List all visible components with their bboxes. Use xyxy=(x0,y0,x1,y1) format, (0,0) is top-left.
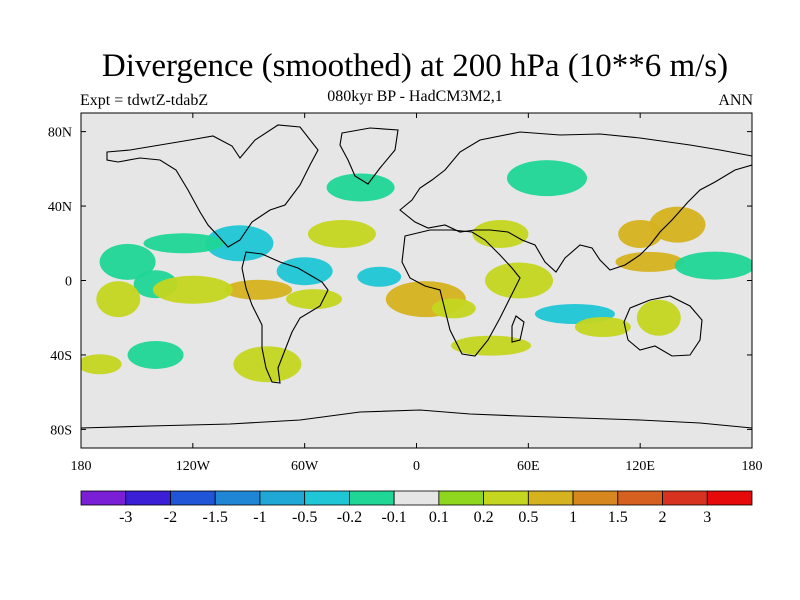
divergence-cell xyxy=(224,279,293,300)
divergence-cell xyxy=(674,251,752,280)
colorbar-label: -0.2 xyxy=(337,509,362,526)
coastline-antarctica xyxy=(81,409,752,429)
divergence-cell xyxy=(451,335,532,356)
coastline-south-america xyxy=(241,251,329,384)
colorbar-label: -0.1 xyxy=(381,509,406,526)
divergence-field xyxy=(81,160,752,383)
colorbar-swatch xyxy=(706,490,753,506)
lon-tick-label: 180 xyxy=(71,459,92,474)
colorbar-label: 3 xyxy=(703,509,711,526)
colorbar-swatch xyxy=(259,490,306,506)
colorbar-swatch xyxy=(125,490,171,506)
map-axes: 180 120W 60W 0 60E 120E 180 80N 40N 0 40S 80S xyxy=(48,113,763,474)
colorbar-label: 2 xyxy=(659,509,667,526)
colorbar-label: -1 xyxy=(253,509,266,526)
divergence-cell xyxy=(357,266,402,287)
colorbar-label: 0.2 xyxy=(474,509,494,526)
coastline-madagascar xyxy=(511,315,525,343)
divergence-cell xyxy=(636,299,681,336)
divergence-cell xyxy=(276,257,333,286)
coastlines xyxy=(81,124,752,429)
divergence-cell xyxy=(649,206,706,243)
colorbar-swatch xyxy=(572,490,619,506)
lat-tick-label: 40N xyxy=(48,200,72,215)
coastline-australia xyxy=(623,295,703,357)
colorbar-swatch xyxy=(304,490,350,506)
colorbar-swatch xyxy=(348,490,395,506)
lon-tick-label: 120W xyxy=(176,459,211,474)
season-label: ANN xyxy=(718,92,753,109)
colorbar-swatch xyxy=(527,490,574,506)
colorbar-label: -3 xyxy=(119,509,132,526)
lon-tick-label: 60W xyxy=(291,459,319,474)
colorbar-swatch xyxy=(438,490,485,506)
divergence-cell xyxy=(96,281,141,318)
colorbar-label: -1.5 xyxy=(203,509,228,526)
lat-tick-label: 40S xyxy=(50,349,72,364)
divergence-cell xyxy=(574,317,631,338)
lat-tick-label: 80S xyxy=(50,423,72,438)
colorbar-label: 0.1 xyxy=(429,509,449,526)
lat-tick-label: 80N xyxy=(48,126,72,141)
lon-tick-label: 120E xyxy=(625,459,655,474)
lat-tick-label: 0 xyxy=(65,275,72,290)
colorbar-swatch xyxy=(662,490,708,506)
divergence-cell xyxy=(326,173,395,202)
coastline-eurasia xyxy=(399,131,752,273)
colorbar-swatch xyxy=(214,490,261,506)
colorbar: -3 -2 -1.5 -1 -0.5 -0.2 -0.1 0.1 0.2 0.5 1 1.5 2 3 xyxy=(80,490,753,526)
divergence-cell xyxy=(285,289,342,310)
lon-tick-label: 60E xyxy=(517,459,540,474)
colorbar-label: 1 xyxy=(569,509,577,526)
colorbar-swatch xyxy=(393,490,440,506)
chart-subtitle: 080kyr BP - HadCM3M2,1 xyxy=(327,88,503,105)
divergence-cell xyxy=(472,219,529,248)
colorbar-swatch xyxy=(80,490,127,506)
divergence-cell xyxy=(233,346,302,383)
experiment-label: Expt = tdwtZ-tdabZ xyxy=(80,92,209,109)
coastline-north-america xyxy=(106,124,319,248)
colorbar-swatch xyxy=(483,490,529,506)
divergence-cell xyxy=(143,233,224,254)
divergence-cell xyxy=(506,160,587,197)
colorbar-label: 1.5 xyxy=(608,509,628,526)
coastline-africa xyxy=(401,229,521,357)
colorbar-label: -2 xyxy=(164,509,177,526)
divergence-cell xyxy=(205,225,274,262)
chart-title: Divergence (smoothed) at 200 hPa (10**6 … xyxy=(101,48,729,84)
divergence-cell xyxy=(152,275,233,304)
divergence-cell xyxy=(431,298,476,319)
coastline-greenland xyxy=(339,127,399,185)
divergence-cell xyxy=(99,243,156,280)
lon-tick-label: 180 xyxy=(742,459,763,474)
divergence-cell xyxy=(127,340,184,369)
divergence-cell xyxy=(615,251,684,272)
colorbar-label: 0.5 xyxy=(518,509,538,526)
colorbar-label: -0.5 xyxy=(292,509,317,526)
colorbar-swatch xyxy=(170,490,216,506)
divergence-cell xyxy=(81,354,122,375)
colorbar-swatch xyxy=(617,490,663,506)
divergence-cell xyxy=(307,219,376,248)
lon-tick-label: 0 xyxy=(413,459,420,474)
